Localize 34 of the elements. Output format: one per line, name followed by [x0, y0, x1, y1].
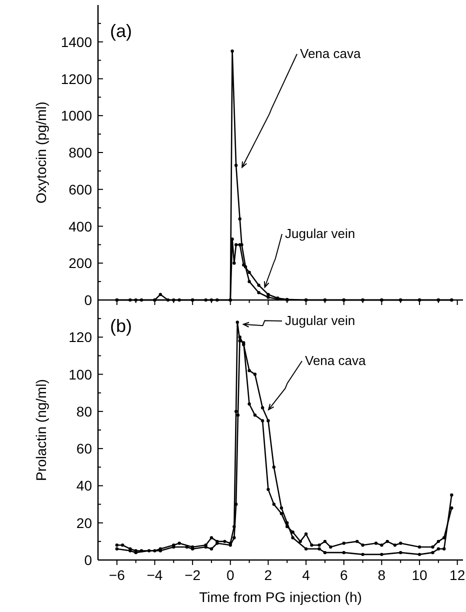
annotation: (b) [110, 316, 132, 336]
y-axis-title: Prolactin (ng/ml) [33, 379, 49, 481]
x-tick-label: 2 [264, 567, 272, 583]
y-tick-label: 800 [68, 144, 92, 160]
y-tick-label: 120 [68, 329, 92, 346]
y-tick-label: 400 [68, 218, 92, 234]
text: Vena cava [305, 353, 366, 368]
x-tick-label: 12 [450, 567, 466, 583]
x-tick-label: −4 [146, 567, 163, 583]
y-tick-label: 100 [68, 366, 92, 382]
text: Vena cava [300, 46, 362, 61]
y-tick-label: 20 [76, 514, 92, 531]
legend-label: Jugular vein [285, 313, 356, 328]
x-tick-label: 6 [340, 567, 348, 583]
y-tick-label: 600 [68, 181, 92, 198]
y-tick-label: 60 [76, 440, 92, 457]
x-tick-label: 4 [302, 567, 310, 583]
x-tick-label: −6 [108, 567, 126, 583]
text: Jugular vein [285, 226, 356, 241]
y-tick-label: 1400 [60, 34, 92, 50]
y-tick-label: 200 [68, 255, 92, 272]
y-tick-label: 1000 [60, 108, 92, 124]
x-tick-label: 0 [226, 567, 234, 583]
y-tick-label: 40 [76, 478, 92, 494]
y-axis-title: Oxytocin (pg/ml) [33, 102, 49, 204]
y-tick-label: 1200 [60, 70, 92, 87]
annotation: (a) [110, 21, 132, 41]
x-axis-title: Time from PG injection (h) [199, 589, 362, 605]
x-tick-label: −2 [184, 567, 201, 583]
y-tick-label: 80 [76, 403, 92, 420]
x-tick-label: 10 [412, 567, 428, 583]
y-tick-label: 0 [84, 292, 92, 308]
y-tick-label: 0 [84, 552, 92, 568]
x-tick-label: 8 [378, 567, 386, 583]
